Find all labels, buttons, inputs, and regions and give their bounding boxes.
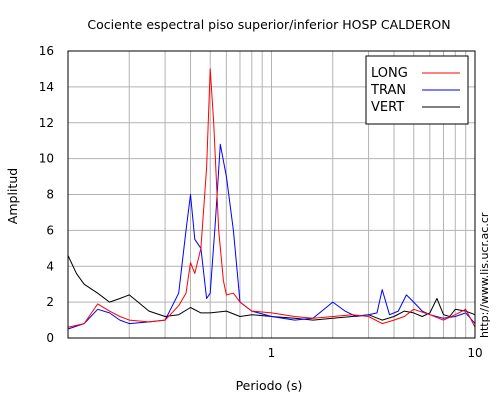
legend-label-long: LONG — [371, 66, 408, 81]
y-tick-label: 10 — [39, 152, 54, 166]
series-line-vert — [67, 255, 476, 321]
y-tick-label: 4 — [46, 259, 54, 273]
y-tick-label: 16 — [39, 44, 54, 58]
series-line-long — [67, 68, 476, 328]
x-axis-label: Periodo (s) — [236, 378, 303, 393]
y-tick-label: 0 — [46, 331, 54, 345]
x-tick-label: 10 — [467, 346, 482, 360]
y-tick-label: 14 — [39, 80, 54, 94]
y-tick-label: 12 — [39, 116, 54, 130]
watermark: http://www.lis.ucr.ac.cr — [478, 212, 491, 338]
plot-frame — [67, 50, 476, 339]
y-tick-label: 2 — [46, 295, 54, 309]
chart-title: Cociente espectral piso superior/inferio… — [87, 17, 450, 32]
legend-label-vert: VERT — [371, 100, 404, 115]
legend: LONG TRAN VERT — [365, 55, 469, 125]
legend-label-tran: TRAN — [370, 83, 406, 98]
y-tick-label: 8 — [46, 188, 54, 202]
tick-labels: 0 2 4 6 8 10 12 14 16 1 10 — [39, 44, 483, 360]
y-tick-label: 6 — [46, 223, 54, 237]
y-axis-label: Amplitud — [5, 168, 20, 224]
series-group — [67, 68, 476, 330]
x-tick-label: 1 — [268, 346, 276, 360]
